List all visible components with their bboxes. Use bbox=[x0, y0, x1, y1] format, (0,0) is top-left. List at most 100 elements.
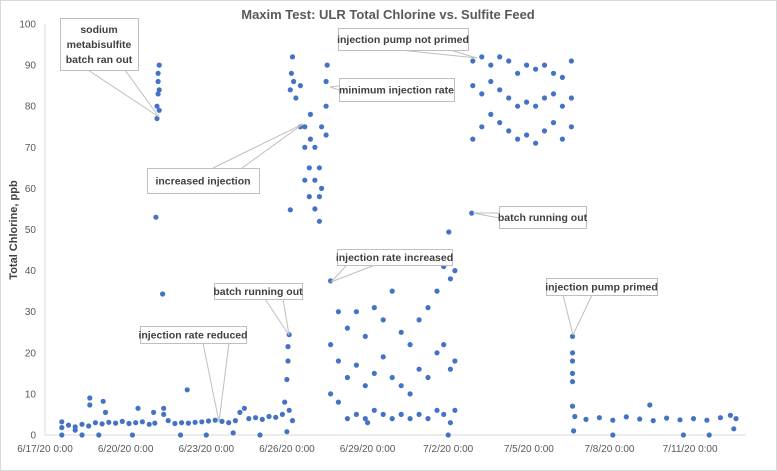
x-tick-label: 6/23/20 0:00 bbox=[178, 444, 234, 455]
callout-box bbox=[546, 278, 658, 296]
data-point bbox=[407, 416, 413, 422]
data-point bbox=[434, 350, 440, 356]
data-point bbox=[79, 421, 85, 427]
data-point bbox=[524, 99, 530, 105]
data-point bbox=[284, 429, 290, 435]
data-point bbox=[155, 78, 161, 85]
data-point bbox=[398, 411, 404, 417]
data-point bbox=[690, 416, 697, 422]
data-point bbox=[541, 95, 548, 101]
data-point bbox=[165, 418, 171, 424]
data-point bbox=[610, 417, 616, 423]
data-point bbox=[353, 309, 359, 315]
data-point bbox=[446, 229, 452, 235]
data-point bbox=[569, 403, 576, 409]
data-point bbox=[219, 418, 225, 424]
data-point bbox=[398, 383, 404, 389]
data-point bbox=[316, 165, 322, 171]
data-point bbox=[316, 218, 322, 224]
callout-leader-line bbox=[449, 49, 478, 59]
callout-leader-line bbox=[562, 294, 574, 336]
callout-leader-line bbox=[329, 86, 340, 91]
data-point bbox=[706, 432, 712, 438]
callout-box bbox=[499, 206, 587, 229]
y-tick-label: 40 bbox=[25, 266, 37, 277]
data-point bbox=[731, 426, 737, 432]
data-point bbox=[407, 342, 413, 348]
data-point bbox=[572, 413, 578, 420]
data-point bbox=[86, 423, 92, 429]
data-point bbox=[59, 432, 65, 438]
x-tick-label: 7/5/20 0:00 bbox=[504, 444, 554, 455]
data-point bbox=[160, 291, 166, 297]
data-point bbox=[380, 317, 386, 323]
data-point bbox=[297, 83, 303, 89]
data-point bbox=[637, 416, 643, 422]
data-point bbox=[569, 370, 576, 376]
data-point bbox=[126, 420, 132, 427]
callout-leader-line bbox=[87, 69, 160, 118]
callout-leader-line bbox=[218, 342, 230, 423]
data-point bbox=[571, 428, 577, 434]
data-point bbox=[179, 420, 185, 426]
data-point bbox=[289, 54, 296, 60]
data-point bbox=[328, 278, 334, 284]
data-point bbox=[59, 419, 65, 425]
annotation-callout: minimum injection rate bbox=[329, 78, 455, 102]
data-point bbox=[185, 420, 191, 426]
data-point bbox=[92, 420, 98, 426]
data-point bbox=[541, 62, 548, 68]
annotation-callout: increased injection bbox=[147, 123, 304, 194]
callout-box bbox=[60, 18, 139, 71]
data-point bbox=[398, 329, 404, 335]
data-point bbox=[533, 140, 539, 146]
data-point bbox=[287, 87, 293, 93]
data-point bbox=[324, 62, 330, 68]
data-point bbox=[479, 54, 485, 60]
data-point bbox=[445, 432, 451, 438]
data-point bbox=[287, 207, 293, 213]
y-tick-label: 20 bbox=[25, 348, 37, 359]
data-point bbox=[87, 395, 93, 401]
data-point bbox=[312, 177, 318, 183]
data-point bbox=[717, 415, 724, 421]
callout-leader-line bbox=[212, 123, 304, 169]
data-point bbox=[488, 111, 494, 117]
data-point bbox=[302, 144, 308, 150]
data-point bbox=[79, 432, 85, 438]
data-point bbox=[452, 358, 458, 364]
data-point bbox=[72, 427, 78, 433]
data-point bbox=[312, 206, 318, 212]
x-tick-label: 7/11/20 0:00 bbox=[663, 444, 718, 455]
data-point bbox=[569, 379, 576, 385]
data-point bbox=[425, 305, 431, 311]
data-point bbox=[284, 376, 290, 383]
data-point bbox=[470, 83, 476, 89]
data-point bbox=[362, 383, 368, 389]
data-point bbox=[154, 115, 160, 122]
data-point bbox=[506, 128, 512, 134]
data-point bbox=[230, 430, 236, 436]
annotations: sodium metabisulfite batch ran out increase… bbox=[60, 18, 658, 423]
data-point bbox=[650, 418, 656, 424]
y-tick-label: 10 bbox=[25, 389, 37, 400]
data-point bbox=[316, 194, 322, 200]
data-points bbox=[59, 54, 739, 438]
data-point bbox=[583, 416, 589, 422]
x-tick-label: 6/20/20 0:00 bbox=[98, 444, 154, 455]
data-point bbox=[241, 405, 247, 411]
data-point bbox=[226, 420, 232, 426]
annotation-callout: injection rate increased bbox=[330, 249, 453, 283]
data-point bbox=[135, 405, 141, 411]
data-point bbox=[623, 414, 629, 420]
data-point bbox=[335, 399, 341, 405]
data-point bbox=[416, 366, 422, 372]
data-point bbox=[680, 432, 687, 438]
data-point bbox=[515, 136, 521, 142]
data-point bbox=[365, 420, 371, 426]
data-point bbox=[87, 402, 93, 408]
callout-box bbox=[140, 326, 247, 344]
y-tick-labels: 0 10 20 30 40 50 60 70 80 90 100 bbox=[19, 20, 36, 442]
x-tick-label: 7/2/20 0:00 bbox=[423, 444, 473, 455]
